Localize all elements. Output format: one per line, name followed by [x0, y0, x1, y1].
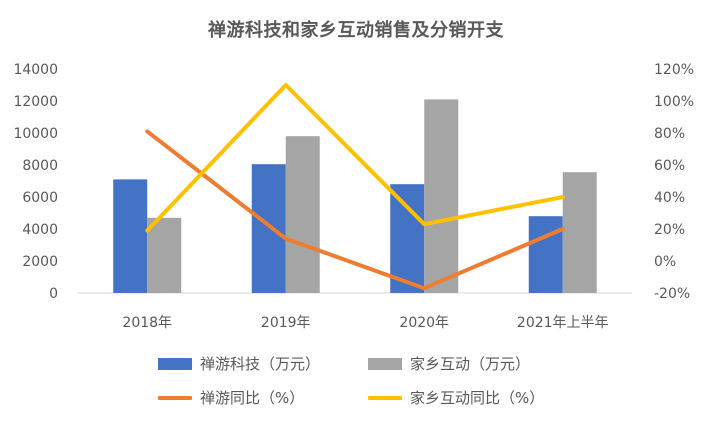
x-axis-category-label: 2018年	[122, 315, 172, 331]
left-axis-tick-label: 6000	[22, 190, 58, 206]
right-axis-tick-label: 100%	[654, 94, 694, 110]
left-axis-tick-label: 4000	[22, 222, 58, 238]
left-axis-tick-label: 0	[49, 286, 58, 302]
line-series-1	[145, 129, 565, 291]
bar-1	[528, 216, 563, 293]
x-axis-category-label: 2020年	[399, 315, 449, 331]
right-axis-tick-label: 0%	[654, 254, 676, 270]
right-axis-tick-label: 60%	[654, 158, 685, 174]
right-axis-tick-label: 120%	[654, 62, 694, 78]
left-axis-tick-label: 10000	[13, 126, 58, 142]
bar-2	[147, 217, 182, 293]
left-axis-tick-label: 8000	[22, 158, 58, 174]
left-axis-tick-label: 12000	[13, 94, 58, 110]
line-series-2	[145, 83, 565, 233]
bar-1	[390, 184, 425, 293]
bar-1	[251, 164, 286, 293]
bar-2	[285, 136, 320, 293]
left-axis-tick-label: 14000	[13, 62, 58, 78]
right-axis-tick-label: 80%	[654, 126, 685, 142]
right-axis-tick-label: 40%	[654, 190, 685, 206]
right-axis-tick-label: 20%	[654, 222, 685, 238]
bar-1	[113, 179, 148, 293]
chart-title: 禅游科技和家乡互动销售及分销开支	[208, 20, 504, 41]
bar-2	[424, 99, 459, 294]
bar-2	[562, 172, 597, 293]
x-axis-category-label: 2021年上半年	[517, 315, 609, 331]
x-axis-category-label: 2019年	[261, 315, 311, 331]
left-axis-tick-label: 2000	[22, 254, 58, 270]
right-axis-tick-label: -20%	[654, 286, 690, 302]
